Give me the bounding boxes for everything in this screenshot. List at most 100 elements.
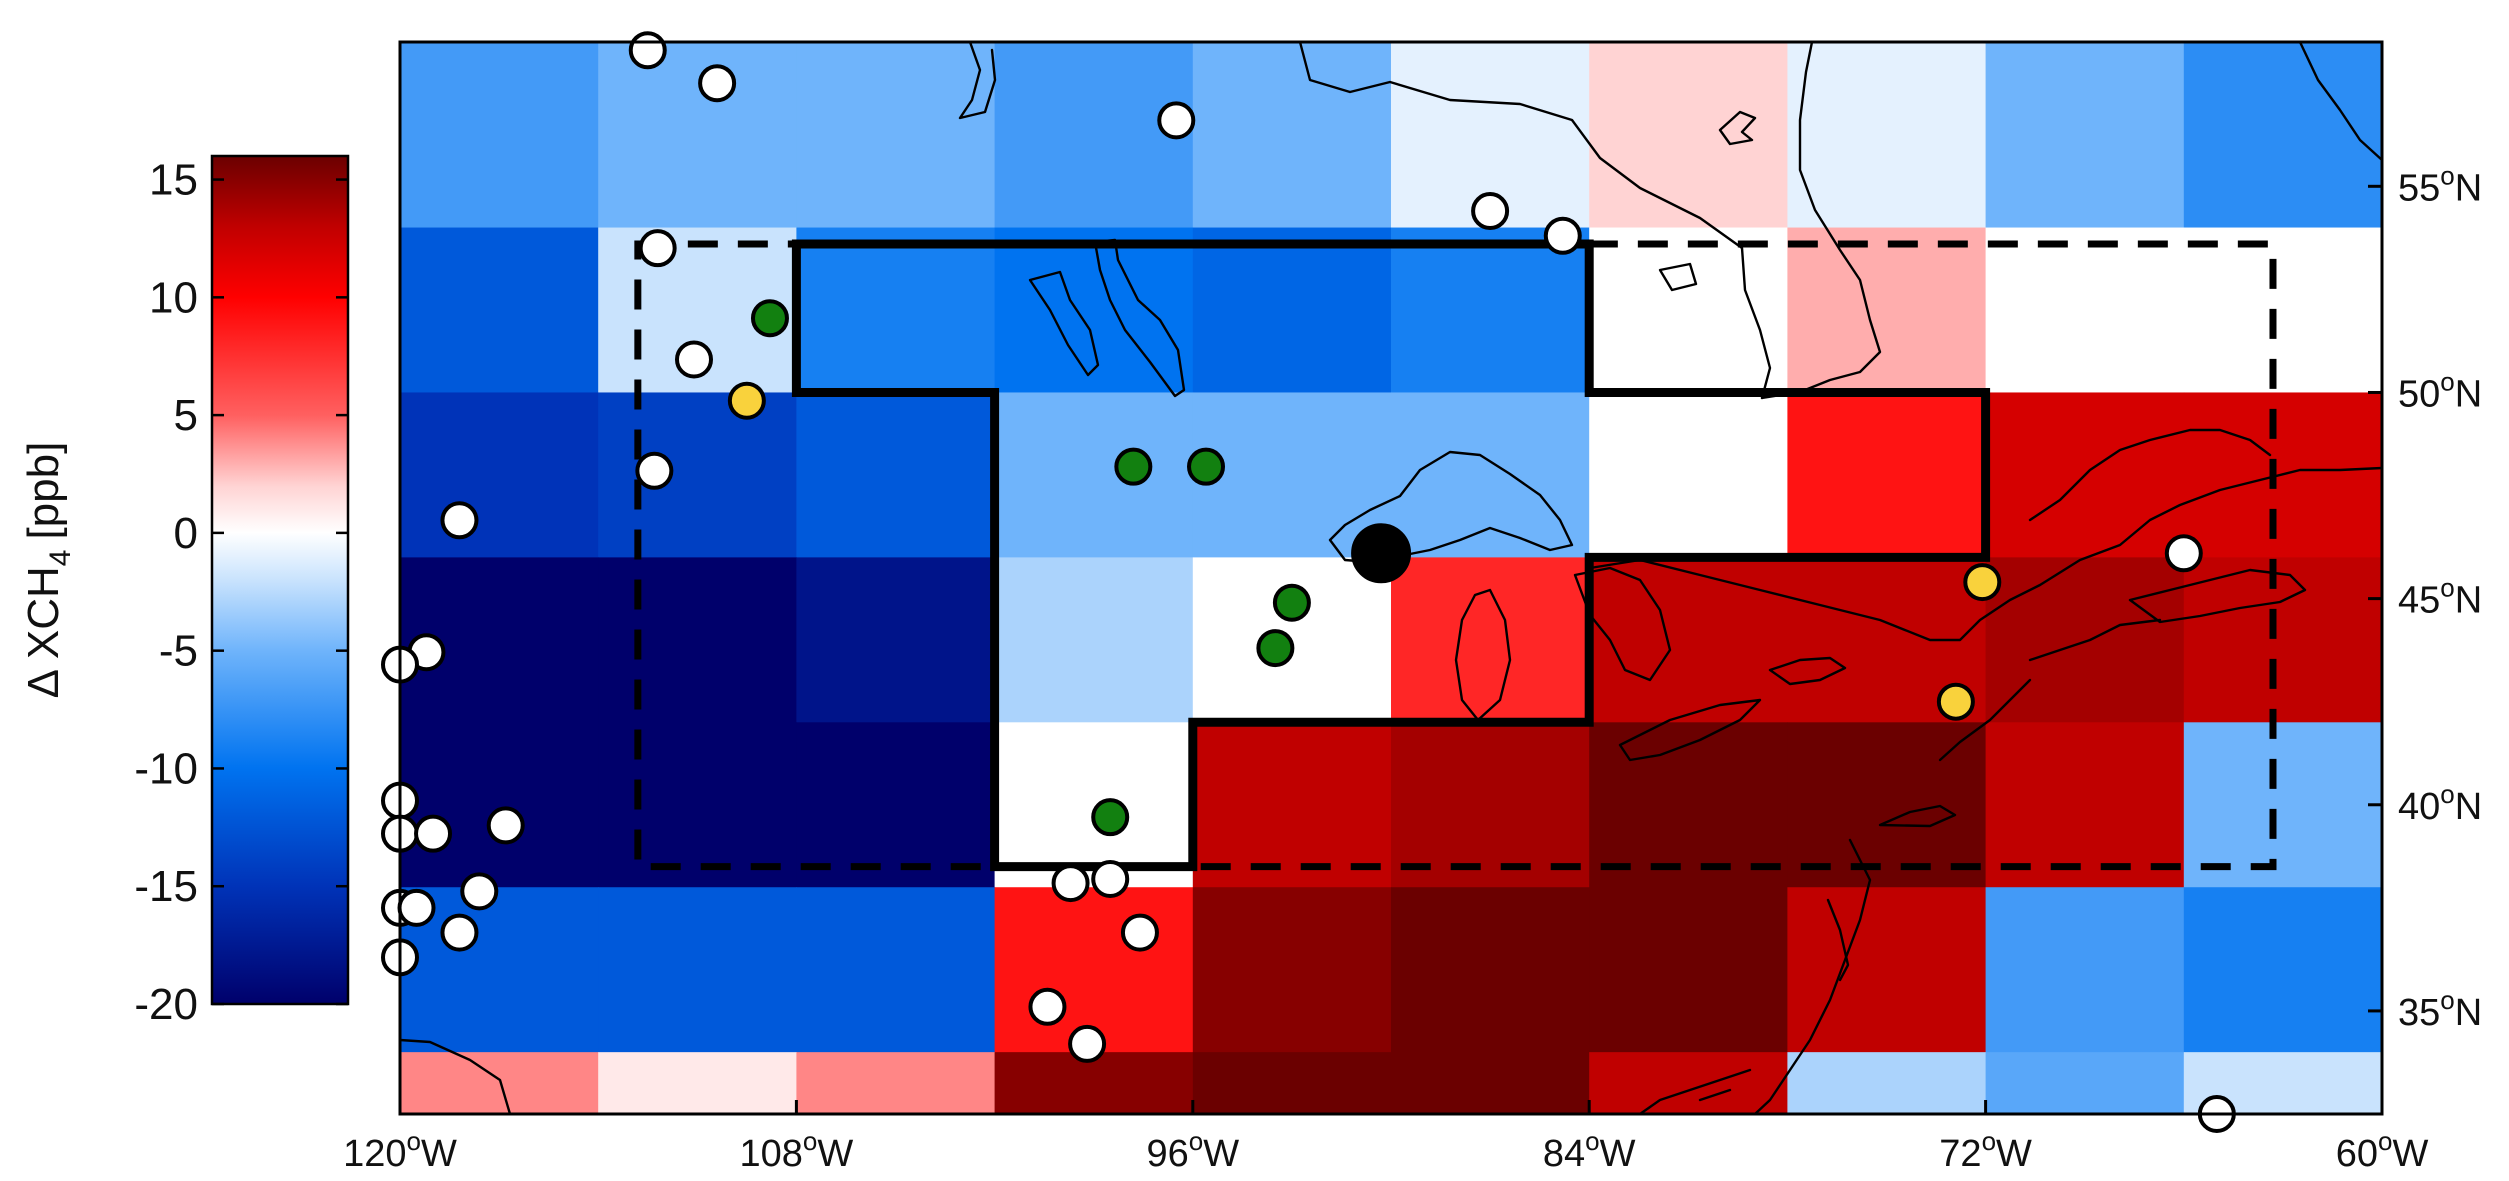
grid-cell [1589,42,1788,229]
x-tick-label: 60oW [2336,1126,2429,1175]
texas-coast [1638,1068,1752,1114]
grid-cell [1985,1052,2185,1114]
grid-cell [994,722,1194,888]
grid-cell [1391,392,1590,558]
site-marker-white [1120,913,1159,952]
site-marker-white [486,806,525,845]
grid-cell [1391,887,1590,1053]
grid-cell [1985,227,2185,394]
grid-cell [1589,557,1788,723]
grid-cell [1391,1052,1590,1114]
site-marker-yellow [1963,563,2002,602]
grid-cell [598,42,797,229]
map-frame [398,40,2384,1116]
gulf-coast [1698,1088,1732,1102]
site-marker-white [1471,192,1510,231]
hudson-bay-coast [1298,42,1772,400]
colorbar-tick-label: 15 [149,156,198,205]
colorbar: 15 10 5 0 -5 -10 -15 -20 Δ XCH4[ppb] [19,154,350,1029]
colorbar-ticks: 15 10 5 0 -5 -10 -15 -20 [134,156,348,1029]
lake-michigan [1454,588,1512,722]
grid-cell [1787,392,1987,558]
lake-huron [1573,566,1672,682]
site-marker-green [750,299,789,338]
grid-cell [1391,227,1590,394]
grid-cell [796,1052,996,1114]
southampton-island [1718,110,1757,146]
site-marker-green [1091,798,1130,837]
dashed-region-outline [634,240,2277,871]
x-tick-label: 108oW [740,1126,854,1175]
colorbar-tick-label: -15 [134,862,198,911]
grid-cell [1192,227,1392,394]
grid-cell [1985,887,2185,1053]
site-marker-white [1068,1024,1107,1063]
grid-cell [598,557,797,723]
aggregation-regions [634,239,2277,872]
latitude-ticks: 55oN 50oN 45oN 40oN 35oN [2368,160,2482,1034]
grid-cell [994,1052,1194,1114]
anomaly-grid [400,42,2382,1114]
grid-cell [2183,887,2382,1053]
james-bay-island [1658,262,1698,292]
grid-cell [400,42,599,229]
grid-cell [2183,722,2382,888]
observation-sites [381,31,2236,1133]
grid-cell [1192,722,1392,888]
grid-cell [1985,42,2185,229]
grid-cell [1589,887,1788,1053]
grid-cell [796,392,996,558]
nova-scotia [2128,568,2307,624]
site-marker-black [1351,523,1412,584]
grid-cell [994,392,1194,558]
grid-cell [1787,227,1987,394]
long-island [1878,804,1957,828]
new-england-coast [1938,678,2032,762]
grid-cell [1787,1052,1987,1114]
grid-cell [1192,392,1392,558]
grid-cell [1192,42,1392,229]
grid-cell [1589,1052,1788,1114]
grid-cell [598,887,797,1053]
grid-cell [796,557,996,723]
labrador-coast [2298,42,2382,162]
lake-manitoba [1028,270,1100,377]
chesapeake-bay [1826,898,1850,982]
colorbar-label: Δ XCH4[ppb] [19,442,77,699]
coastlines [400,42,2382,1114]
grid-cell [994,887,1194,1053]
grid-cell [1192,1052,1392,1114]
x-tick-label: 120oW [343,1126,457,1175]
colorbar-tick-label: -20 [134,980,198,1029]
grid-cell [400,392,599,558]
y-tick-label: 55oN [2398,160,2482,209]
solid-region-outline [791,239,1991,872]
site-marker-white [635,451,674,490]
reindeer-lake [958,42,997,120]
y-tick-label: 45oN [2398,573,2482,622]
y-tick-label: 35oN [2398,985,2482,1034]
grid-cell [1985,722,2185,888]
site-marker-green [1272,583,1311,622]
mexico-border [400,1038,512,1114]
grid-cell [1787,887,1987,1053]
grid-cell [2183,557,2382,723]
grid-cell [1391,557,1590,723]
grid-cell [2183,42,2382,229]
grid-cell [598,722,797,888]
site-marker-white [397,888,436,927]
lake-erie [1618,698,1762,762]
gulf-st-lawrence-coast [2028,428,2272,522]
site-marker-white [1051,864,1090,903]
colorbar-tick-label: 0 [174,509,198,558]
grid-cell [1589,722,1788,888]
y-tick-label: 40oN [2398,779,2482,828]
grid-cell [1391,722,1590,888]
grid-cell [796,42,996,229]
site-marker-yellow [1936,682,1975,721]
site-marker-white [1543,216,1582,255]
colorbar-gradient [210,154,350,1006]
lake-winnipeg [1093,238,1186,398]
grid-cell [598,1052,797,1114]
site-marker-white [674,340,713,379]
